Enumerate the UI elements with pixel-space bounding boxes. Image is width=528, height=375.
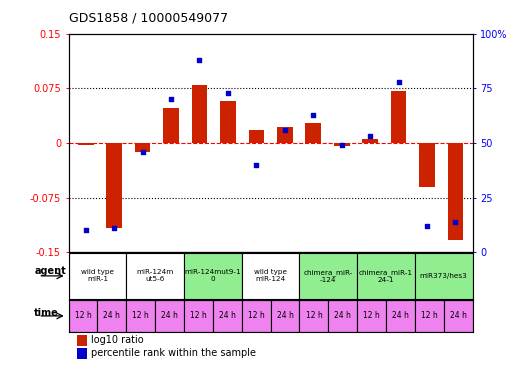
Point	[280, 127, 289, 133]
Bar	[98, 300, 126, 332]
Bar	[249, 130, 264, 143]
Text: miR-124m
ut5-6: miR-124m ut5-6	[137, 269, 174, 282]
Bar	[362, 140, 378, 143]
Bar	[242, 253, 299, 298]
Bar	[299, 253, 357, 298]
Text: 12 h: 12 h	[306, 312, 322, 321]
Text: 12 h: 12 h	[190, 312, 207, 321]
Text: agent: agent	[34, 266, 66, 276]
Text: 12 h: 12 h	[74, 312, 91, 321]
Bar	[277, 127, 293, 143]
Bar	[334, 143, 350, 146]
Bar	[299, 300, 328, 332]
Text: wild type
miR-124: wild type miR-124	[254, 269, 287, 282]
Bar	[419, 143, 435, 187]
Text: 12 h: 12 h	[421, 312, 438, 321]
Bar	[184, 253, 242, 298]
Point	[167, 96, 175, 102]
Text: wild type
miR-1: wild type miR-1	[81, 269, 114, 282]
Bar	[192, 86, 208, 143]
Text: 24 h: 24 h	[277, 312, 294, 321]
Bar	[163, 108, 179, 143]
Point	[110, 225, 118, 231]
Bar	[106, 143, 122, 228]
Point	[195, 57, 204, 63]
Point	[224, 90, 232, 96]
Text: 12 h: 12 h	[248, 312, 265, 321]
Text: 24 h: 24 h	[450, 312, 467, 321]
Text: 24 h: 24 h	[334, 312, 351, 321]
Point	[394, 79, 403, 85]
Bar	[220, 102, 236, 143]
Bar	[391, 91, 407, 143]
Bar	[415, 253, 473, 298]
Point	[138, 149, 147, 155]
Bar	[184, 300, 213, 332]
Bar	[270, 300, 299, 332]
Bar	[448, 143, 463, 240]
Text: 24 h: 24 h	[219, 312, 236, 321]
Point	[366, 134, 374, 140]
Point	[81, 227, 90, 233]
Text: log10 ratio: log10 ratio	[91, 335, 144, 345]
Bar	[77, 335, 87, 346]
Bar	[386, 300, 415, 332]
Bar	[444, 300, 473, 332]
Point	[309, 112, 317, 118]
Point	[252, 162, 261, 168]
Text: 12 h: 12 h	[133, 312, 149, 321]
Bar	[69, 253, 126, 298]
Point	[337, 142, 346, 148]
Text: percentile rank within the sample: percentile rank within the sample	[91, 348, 256, 358]
Bar	[305, 123, 321, 143]
Bar	[242, 300, 271, 332]
Text: chimera_miR-
-124: chimera_miR- -124	[304, 269, 353, 283]
Text: 12 h: 12 h	[363, 312, 380, 321]
Bar	[357, 300, 386, 332]
Point	[423, 223, 431, 229]
Text: miR373/hes3: miR373/hes3	[420, 273, 468, 279]
Text: GDS1858 / 10000549077: GDS1858 / 10000549077	[69, 11, 228, 24]
Bar	[126, 300, 155, 332]
Text: chimera_miR-1
24-1: chimera_miR-1 24-1	[359, 269, 413, 283]
Bar	[155, 300, 184, 332]
Bar	[126, 253, 184, 298]
Bar	[328, 300, 357, 332]
Point	[451, 219, 460, 225]
Bar	[135, 143, 150, 153]
Text: 24 h: 24 h	[103, 312, 120, 321]
Bar	[77, 348, 87, 358]
Bar	[357, 253, 415, 298]
Text: time: time	[34, 308, 59, 318]
Bar	[415, 300, 444, 332]
Text: 24 h: 24 h	[161, 312, 178, 321]
Text: miR-124mut9-1
0: miR-124mut9-1 0	[185, 269, 241, 282]
Bar	[78, 143, 93, 145]
Bar	[213, 300, 242, 332]
Bar	[69, 300, 98, 332]
Text: 24 h: 24 h	[392, 312, 409, 321]
